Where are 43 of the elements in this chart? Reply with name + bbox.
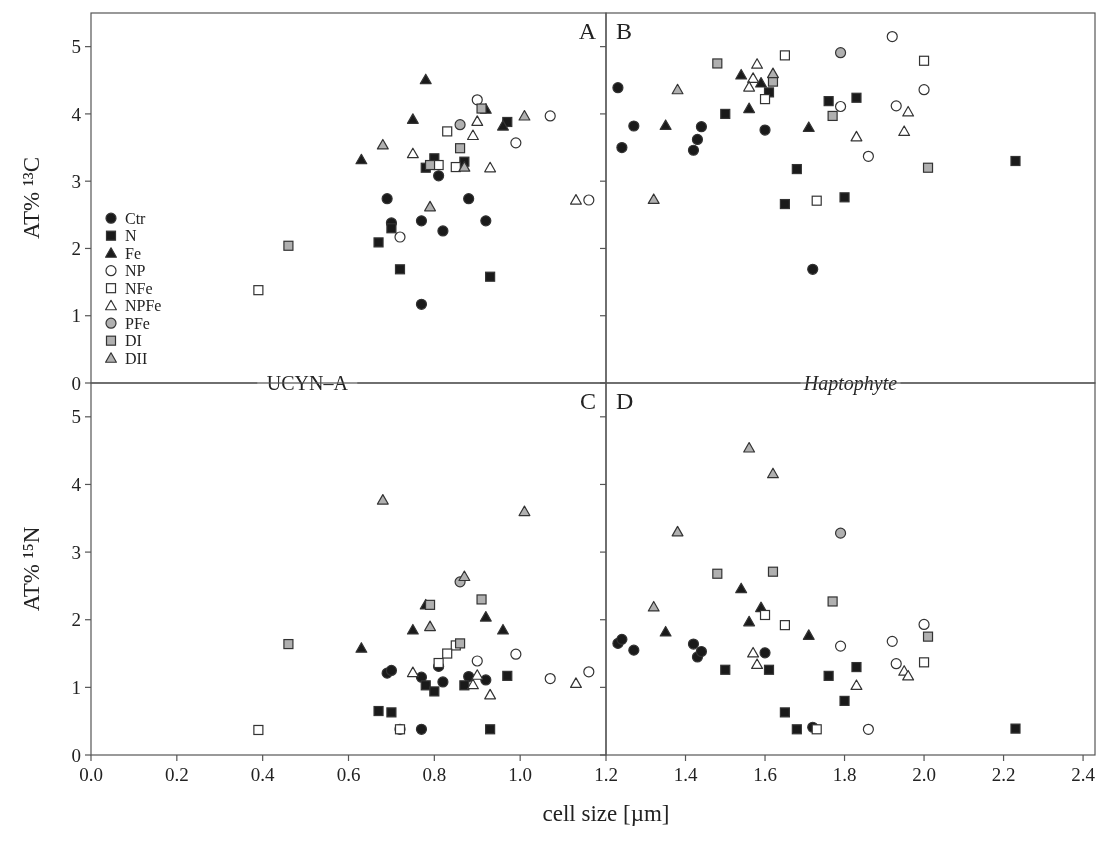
legend-label: Fe — [125, 244, 141, 262]
annotation: A — [578, 18, 597, 44]
x-tick-label: 0.2 — [164, 764, 189, 785]
y-tick-label: 3 — [71, 541, 81, 563]
y-tick-label: 0 — [71, 744, 81, 766]
x-tick-label: 1.2 — [594, 764, 618, 785]
annotation: B — [616, 18, 633, 44]
x-tick-label: 0.4 — [250, 764, 276, 785]
legend-label: PFe — [125, 314, 150, 332]
y-tick-label: 2 — [71, 238, 81, 260]
annotation: D — [616, 388, 634, 414]
x-tick-label: 0.8 — [422, 764, 447, 785]
annotation: C — [579, 388, 596, 414]
y-tick-label: 0 — [71, 372, 81, 394]
x-tick-label: 2.4 — [1071, 764, 1096, 785]
annotation: Haptophyte — [802, 372, 898, 395]
x-axis-title: cell size [µm] — [542, 801, 670, 826]
legend-label: Ctr — [125, 209, 147, 227]
y-axis-title: AT% ¹³C — [19, 156, 44, 240]
y-tick-label: 1 — [71, 677, 81, 699]
y-tick-label: 4 — [71, 474, 82, 496]
legend-label: NFe — [125, 279, 153, 297]
legend-label: NP — [125, 262, 146, 280]
y-tick-label: 1 — [71, 305, 81, 327]
y-tick-label: 5 — [71, 36, 81, 58]
x-tick-label: 1.8 — [832, 764, 857, 785]
legend-label: DII — [125, 349, 148, 367]
x-tick-label: 2.2 — [991, 764, 1016, 785]
x-tick-label: 0.0 — [79, 764, 103, 785]
legend-label: DI — [125, 332, 142, 350]
x-tick-label: 1.4 — [673, 764, 698, 785]
legend-label: NPFe — [125, 297, 162, 315]
y-tick-label: 5 — [71, 406, 81, 428]
x-tick-label: 1.6 — [753, 764, 777, 785]
legend-label: N — [125, 227, 137, 245]
y-tick-label: 2 — [71, 609, 81, 631]
x-tick-label: 1.0 — [508, 764, 533, 785]
x-tick-label: 2.0 — [912, 764, 936, 785]
y-tick-label: 4 — [71, 103, 82, 125]
annotation: UCYN–A — [266, 372, 349, 394]
y-axis-title: AT% ¹⁵N — [19, 526, 44, 612]
x-tick-label: 0.6 — [336, 764, 361, 785]
y-tick-label: 3 — [71, 170, 81, 192]
